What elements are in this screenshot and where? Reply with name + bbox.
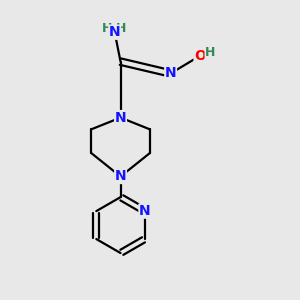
Text: N: N [115,111,126,124]
Text: N: N [109,25,121,39]
Text: H: H [102,22,112,35]
Text: H: H [205,46,215,59]
Text: N: N [139,204,151,218]
Text: N: N [115,169,126,184]
Text: N: N [165,66,176,80]
Text: H: H [116,22,126,35]
Text: O: O [194,49,206,63]
